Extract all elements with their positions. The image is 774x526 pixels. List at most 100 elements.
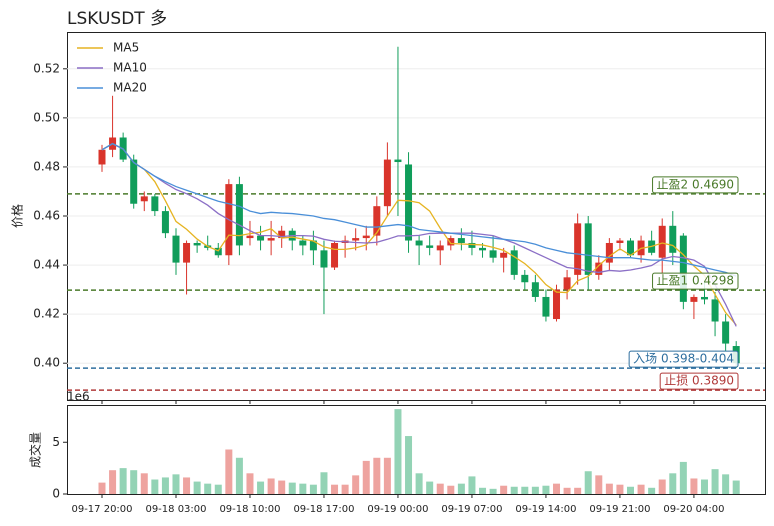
y-axis-label: 价格	[10, 204, 25, 228]
volume-bar	[658, 479, 666, 494]
candle-body	[415, 240, 423, 246]
level-label: 止损 0.3890	[664, 374, 734, 388]
volume-bar	[584, 471, 592, 494]
candle-body	[447, 238, 455, 246]
volume-bar	[214, 484, 222, 494]
volume-bar	[553, 483, 561, 494]
candle-body	[235, 184, 243, 246]
candle-body	[563, 277, 571, 290]
offset-label: 1e6	[67, 390, 90, 404]
candle-body	[679, 235, 687, 302]
candle-body	[151, 196, 159, 212]
level-label-box: 止损 0.3890	[659, 372, 739, 390]
ma-line	[101, 142, 737, 277]
candle-body	[457, 238, 465, 243]
candle-body	[98, 149, 106, 165]
volume-bar	[732, 480, 740, 494]
candle-body	[510, 250, 518, 275]
volume-bar	[331, 484, 339, 494]
volume-bar	[383, 457, 391, 494]
candle-body	[331, 242, 339, 268]
candle-body	[574, 223, 582, 275]
volume-bar	[394, 409, 402, 494]
volume-bar	[679, 461, 687, 494]
volume-bar	[204, 483, 212, 494]
legend-label: MA20	[113, 81, 147, 95]
candle-body	[426, 245, 434, 248]
volume-bar	[436, 483, 444, 494]
candle-body	[479, 247, 487, 251]
level-label-box: 止盈1 0.4298	[652, 272, 739, 290]
x-tick-label: 09-20 04:00	[663, 504, 724, 515]
x-tick-label: 09-19 14:00	[515, 504, 576, 515]
candle-body	[595, 262, 603, 275]
candle-body	[468, 242, 476, 248]
volume-bar	[278, 480, 286, 494]
volume-bar	[627, 486, 634, 494]
y-tick-label: 0	[52, 487, 60, 501]
candle-body	[531, 282, 539, 297]
candle-body	[193, 242, 201, 246]
level-label-bg	[652, 176, 739, 194]
candle-body	[352, 238, 360, 241]
volume-bar	[605, 483, 613, 494]
y-tick-label: 5	[52, 435, 60, 449]
volume-bar	[479, 487, 487, 494]
volume-bar	[373, 457, 381, 494]
volume-bar	[510, 486, 518, 494]
volume-bar	[257, 481, 265, 494]
volume-bar	[489, 488, 497, 494]
volume-bar	[246, 473, 254, 494]
volume-bar	[309, 484, 317, 494]
volume-bar	[468, 476, 476, 494]
candle-body	[669, 225, 677, 253]
candle-body	[658, 225, 666, 258]
candle-body	[267, 238, 275, 241]
candle-body	[214, 247, 222, 256]
candle-body	[521, 274, 529, 283]
volume-bar	[637, 484, 645, 494]
candle-body	[616, 240, 624, 243]
volume-bar	[172, 474, 180, 494]
level-label-bg	[628, 350, 739, 368]
volume-bar	[405, 436, 413, 494]
x-tick-label: 09-18 10:00	[219, 504, 280, 515]
candle-body	[605, 242, 613, 263]
candle-body	[309, 240, 317, 251]
candle-body	[320, 250, 328, 268]
y-tick-label: 0.42	[33, 307, 60, 321]
volume-bar	[457, 483, 465, 494]
volume-bar	[341, 484, 349, 494]
candle-body	[362, 235, 370, 239]
candle-body	[257, 235, 265, 241]
x-tick-label: 09-18 17:00	[293, 504, 354, 515]
candle-body	[711, 299, 719, 322]
volume-bar	[267, 478, 275, 494]
candle-body	[584, 223, 592, 275]
candle-body	[436, 245, 444, 251]
volume-bar	[151, 479, 159, 494]
candle-body	[246, 235, 254, 239]
volume-bar	[574, 487, 582, 494]
volume-bar	[362, 460, 370, 494]
level-label-box: 入场 0.398-0.404	[628, 350, 739, 368]
level-label: 止盈1 0.4298	[657, 274, 734, 288]
candle-body	[489, 250, 497, 258]
x-tick-label: 09-19 21:00	[589, 504, 650, 515]
candle-body	[278, 230, 286, 239]
candle-body	[700, 296, 708, 300]
volume-bar	[563, 487, 571, 494]
volume-bar	[225, 449, 233, 494]
level-label-bg	[659, 372, 739, 390]
candle-body	[373, 206, 381, 236]
candle-body	[383, 159, 391, 207]
candle-body	[542, 296, 550, 317]
volume-bar	[299, 483, 307, 494]
candle-body	[405, 164, 413, 241]
chart-title: LSKUSDT 多	[67, 9, 167, 29]
volume-bar	[109, 470, 117, 494]
candle-body	[627, 240, 634, 256]
x-tick-label: 09-17 20:00	[71, 504, 132, 515]
volume-bar	[352, 475, 360, 494]
